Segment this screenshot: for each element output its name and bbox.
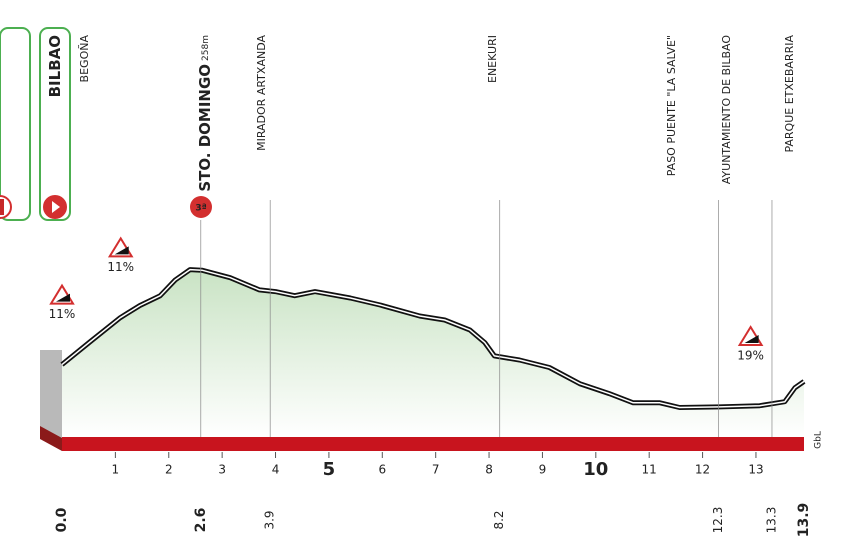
- place-label: AYUNTAMIENTO DE BILBAO: [720, 35, 733, 185]
- place-name: BEGOÑA: [78, 35, 91, 83]
- finish-check: [0, 199, 4, 203]
- km-label: 3.9: [263, 510, 277, 529]
- profile-side: [40, 350, 62, 438]
- place-name: BILBAO: [46, 35, 64, 97]
- start-arrow: [52, 201, 60, 213]
- profile-area: [62, 269, 804, 437]
- x-tick-label: 11: [642, 463, 657, 477]
- km-label: 2.6: [193, 508, 209, 533]
- climb-gradient: 11%: [107, 260, 134, 274]
- x-tick-label: 3: [218, 463, 226, 477]
- km-label: 0.0: [54, 507, 70, 532]
- place-note: 258m: [201, 35, 211, 61]
- x-tick-label: 5: [323, 459, 336, 480]
- km-label: 8.2: [492, 510, 506, 529]
- place-label: PASO PUENTE "LA SALVE": [665, 35, 678, 176]
- place-name: PASO PUENTE "LA SALVE": [665, 35, 678, 176]
- place-box: [39, 27, 71, 221]
- x-tick-label: 9: [539, 463, 547, 477]
- x-tick-label: 4: [272, 463, 280, 477]
- climb-icon-fill: [744, 334, 759, 343]
- logo: GbL: [814, 431, 824, 449]
- x-tick-label: 1: [112, 463, 120, 477]
- place-name: ENEKURI: [486, 35, 499, 83]
- climb-gradient: 11%: [49, 307, 76, 321]
- x-tick-label: 8: [485, 463, 493, 477]
- finish-check: [0, 211, 4, 215]
- km-label: 12.3: [711, 507, 725, 534]
- category-icon: [190, 196, 212, 218]
- finish-check: [0, 207, 4, 211]
- place-label: BILBAO: [46, 35, 64, 97]
- finish-check: [0, 203, 4, 207]
- climb-icon-fill: [56, 293, 70, 302]
- x-tick-label: 13: [748, 463, 763, 477]
- climb-gradient: 19%: [737, 348, 764, 362]
- place-name: AYUNTAMIENTO DE BILBAO: [720, 35, 733, 185]
- place-label: STO. DOMINGO 258m: [196, 35, 214, 192]
- category-label: 3ª: [195, 204, 206, 214]
- profile-line-inner: [61, 268, 805, 409]
- base-side: [40, 426, 62, 451]
- km-label: 13.9: [796, 503, 812, 538]
- place-box: [0, 27, 31, 221]
- place-label: ENEKURI: [486, 35, 499, 83]
- place-label: BEGOÑA: [78, 35, 91, 83]
- x-tick-label: 12: [695, 463, 710, 477]
- x-tick-label: 7: [432, 463, 440, 477]
- km-label: 13.3: [764, 507, 778, 534]
- place-name: PARQUE ETXEBARRIA: [783, 35, 796, 153]
- base-bar: [62, 437, 804, 451]
- x-tick-label: 10: [583, 459, 608, 480]
- place-name: STO. DOMINGO: [196, 64, 214, 192]
- x-tick-label: 6: [378, 463, 386, 477]
- x-tick-label: 2: [165, 463, 173, 477]
- place-label: PARQUE ETXEBARRIA: [783, 35, 796, 153]
- place-label: MIRADOR ARTXANDA: [255, 35, 268, 151]
- climb-icon-fill: [114, 246, 129, 255]
- place-name: MIRADOR ARTXANDA: [255, 35, 268, 151]
